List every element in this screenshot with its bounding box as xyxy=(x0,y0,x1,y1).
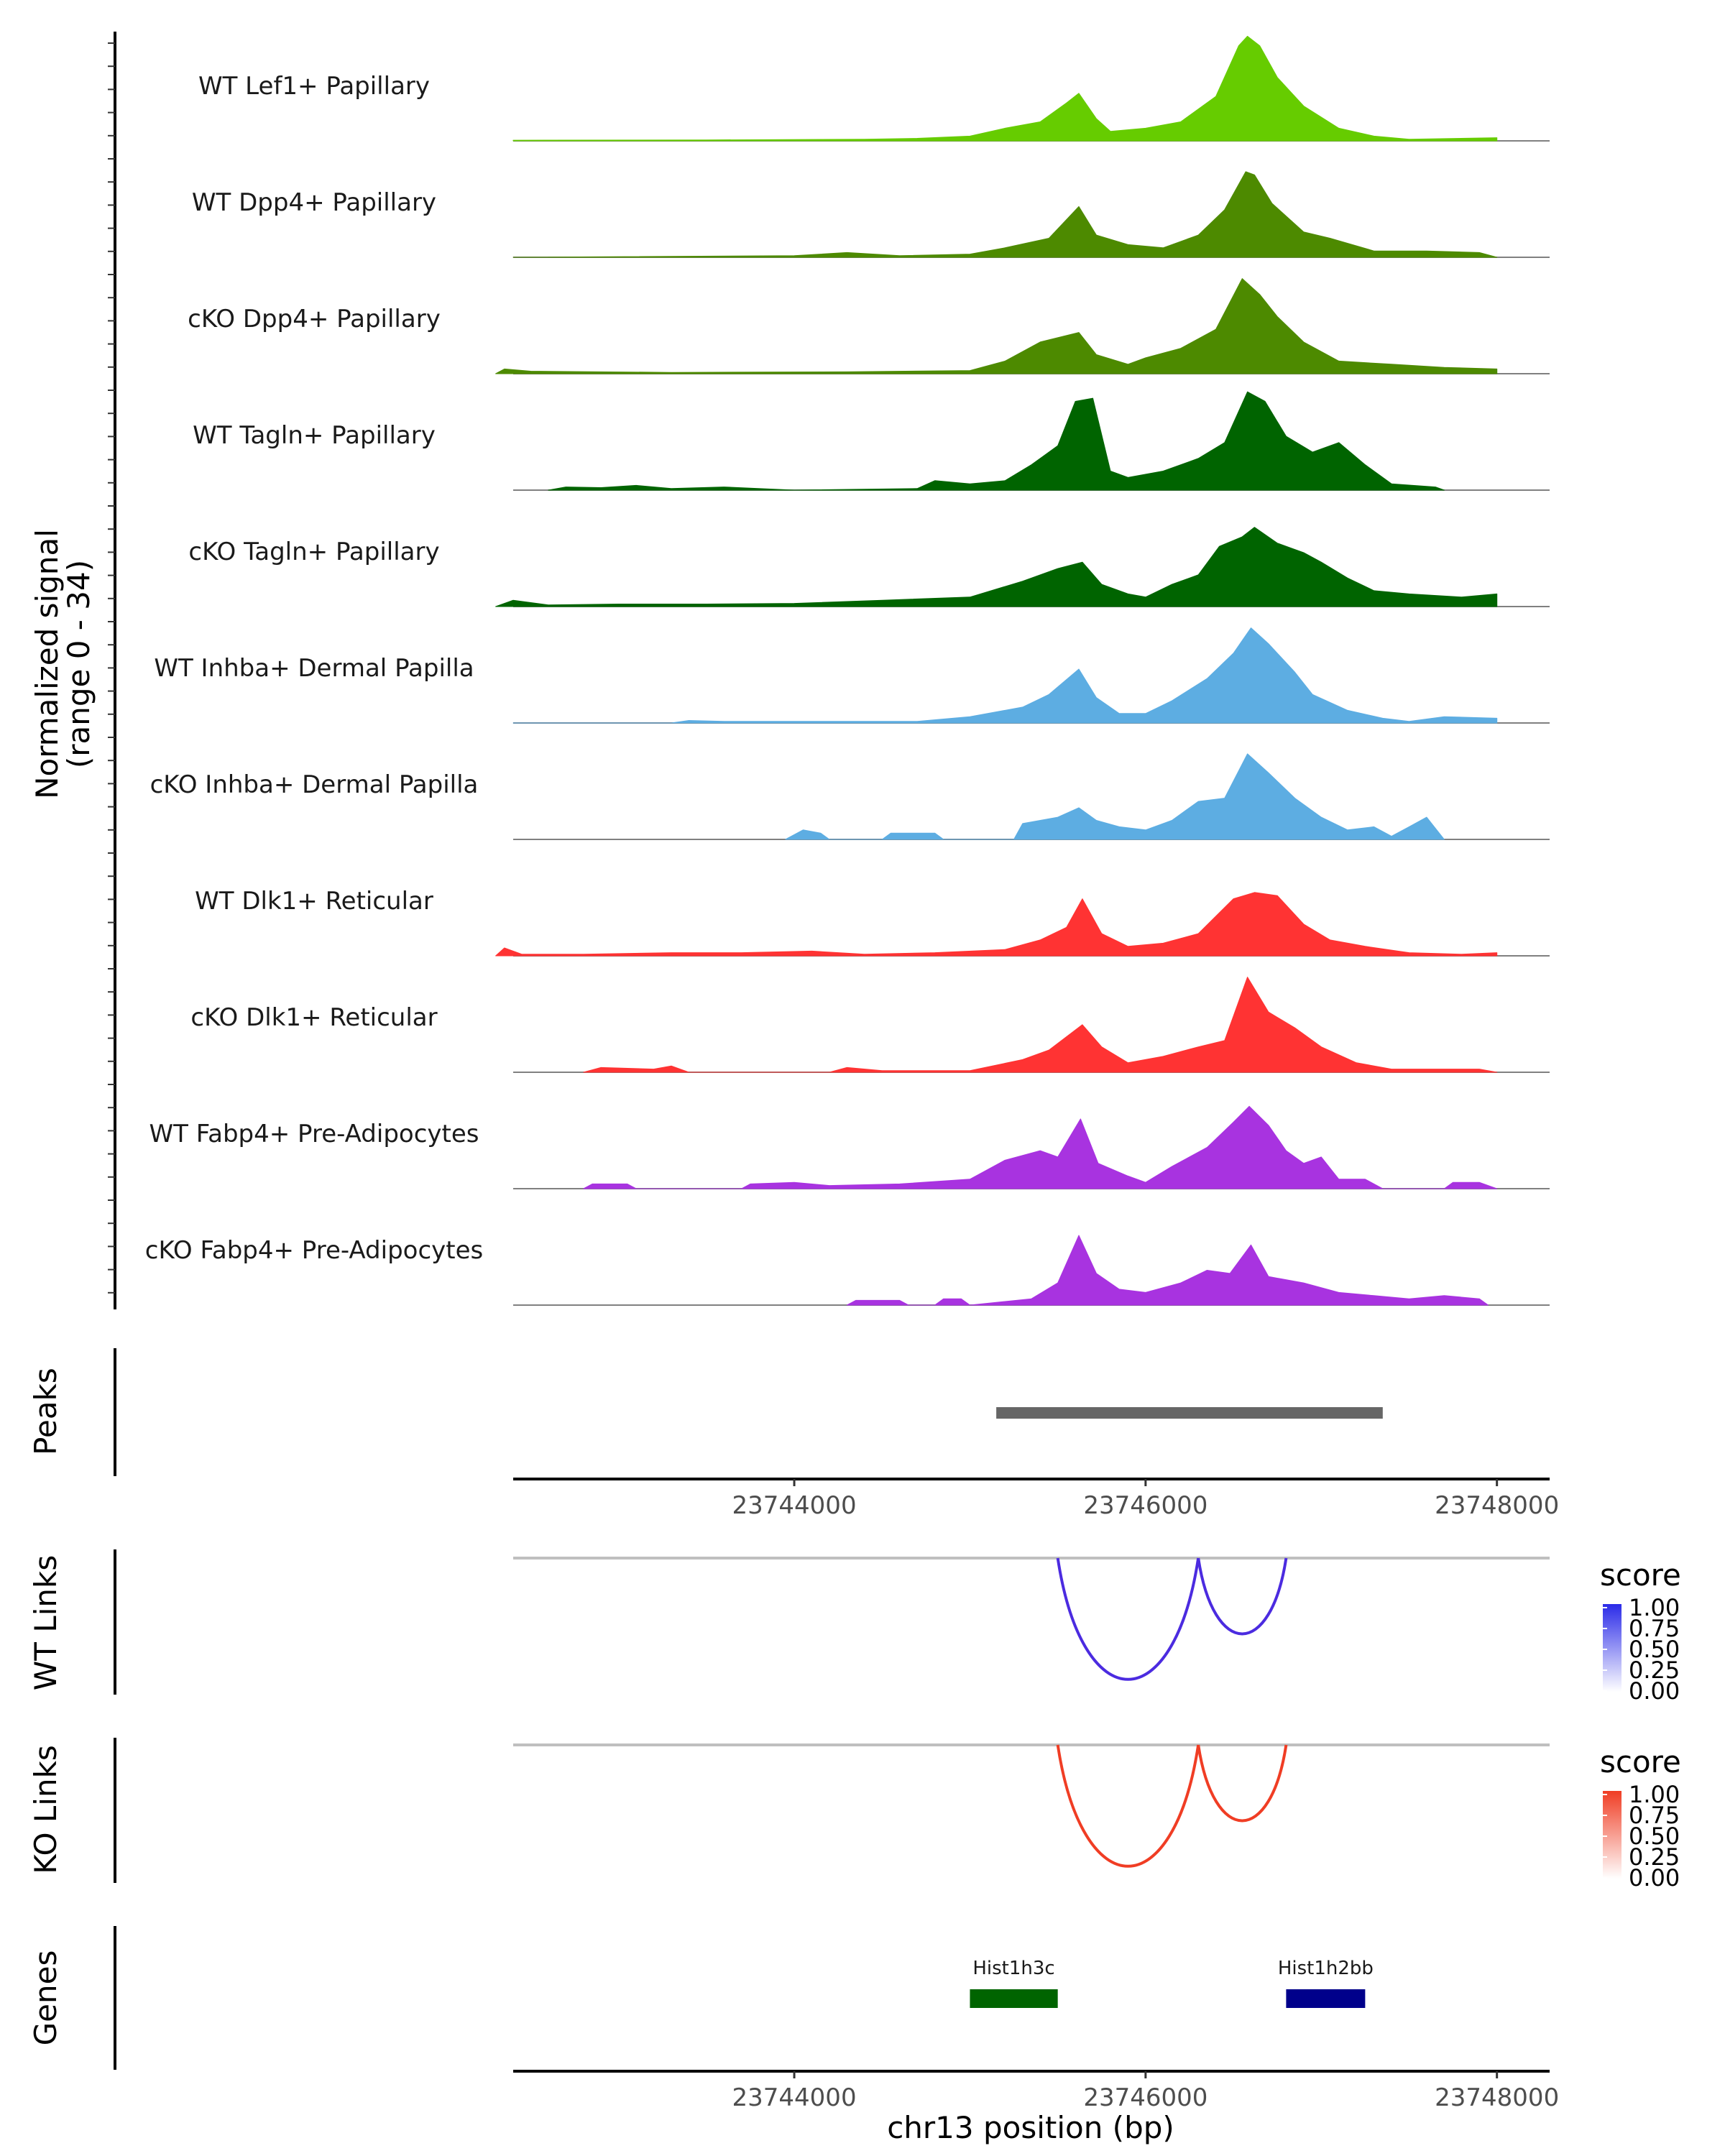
link-arc xyxy=(1056,1557,1200,1681)
coverage-area xyxy=(512,171,1498,258)
x-tick-label: 23746000 xyxy=(1083,2083,1208,2112)
peak-bar xyxy=(996,1407,1383,1419)
genes-label: Genes xyxy=(28,1950,63,2046)
track-label: cKO Inhba+ Dermal Papilla xyxy=(150,770,479,799)
gene: Hist1h2bb xyxy=(1278,1958,1374,2008)
track-label: WT Fabp4+ Pre-Adipocytes xyxy=(150,1120,479,1148)
legend-tick-label: 1.00 xyxy=(1629,1781,1680,1808)
coverage-y-ticks xyxy=(108,42,115,1294)
x-tick-label: 23744000 xyxy=(732,2083,857,2112)
track-9: cKO Dlk1+ Reticular xyxy=(190,977,1550,1073)
track-11: cKO Fabp4+ Pre-Adipocytes xyxy=(145,1235,1550,1306)
coverage-area xyxy=(495,527,1498,607)
legend-tick-label: 0.00 xyxy=(1629,1864,1680,1892)
x-axis-label: chr13 position (bp) xyxy=(887,2110,1174,2145)
coverage-area xyxy=(512,35,1498,142)
coverage-area xyxy=(495,278,1498,374)
ko-links-label: KO Links xyxy=(28,1745,63,1874)
legend-tick-label: 0.25 xyxy=(1629,1657,1680,1684)
peaks-label: Peaks xyxy=(28,1368,63,1455)
legend-wt-colorbar xyxy=(1603,1604,1622,1692)
genes-x-ticks: 23744000 23746000 23748000 xyxy=(732,2071,1559,2112)
legend-tick-label: 0.75 xyxy=(1629,1615,1680,1642)
track-8: WT Dlk1+ Reticular xyxy=(195,887,1550,957)
legend-tick-label: 0.00 xyxy=(1629,1677,1680,1705)
track-label: WT Dlk1+ Reticular xyxy=(195,887,433,916)
legend-tick-label: 1.00 xyxy=(1629,1594,1680,1621)
track-label: WT Inhba+ Dermal Papilla xyxy=(154,654,474,683)
genes-track: Hist1h3c Hist1h2bb xyxy=(970,1958,1374,2008)
wt-links-label: WT Links xyxy=(28,1555,63,1690)
legend-wt: score 1.000.750.500.250.00 xyxy=(1600,1557,1681,1705)
legend-tick-label: 0.25 xyxy=(1629,1843,1680,1871)
legend-wt-title: score xyxy=(1600,1557,1681,1593)
legend-tick-label: 0.75 xyxy=(1629,1802,1680,1829)
coverage-tracks: WT Lef1+ Papillary WT Dpp4+ Papillary cKO … xyxy=(145,35,1550,1306)
coverage-area xyxy=(846,1235,1489,1306)
coverage-area xyxy=(548,391,1445,491)
coverage-area xyxy=(583,977,1498,1073)
track-label: cKO Tagln+ Papillary xyxy=(188,538,439,566)
track-label: cKO Dpp4+ Papillary xyxy=(188,305,441,333)
gene-name: Hist1h3c xyxy=(972,1958,1054,1979)
coverage-ylabel-line1: Normalized signal xyxy=(29,529,65,799)
coverage-area xyxy=(512,627,1498,724)
peaks-track xyxy=(996,1407,1383,1419)
link-arc xyxy=(1197,1557,1288,1636)
legend-ko-title: score xyxy=(1600,1744,1681,1779)
gene-name: Hist1h2bb xyxy=(1278,1958,1374,1979)
coverage-y-axis xyxy=(108,32,116,1309)
link-arc xyxy=(1197,1744,1288,1823)
track-label: WT Lef1+ Papillary xyxy=(198,72,430,101)
legend-ko: score 1.000.750.500.250.00 xyxy=(1600,1744,1681,1892)
legend-ko-colorbar xyxy=(1603,1791,1622,1879)
coverage-area xyxy=(583,1105,1498,1189)
gene: Hist1h3c xyxy=(970,1958,1058,2008)
track-label: cKO Dlk1+ Reticular xyxy=(190,1003,437,1032)
track-3: cKO Dpp4+ Papillary xyxy=(188,278,1550,374)
track-1: WT Lef1+ Papillary xyxy=(198,35,1550,142)
track-7: cKO Inhba+ Dermal Papilla xyxy=(150,753,1550,840)
x-tick-label: 23744000 xyxy=(732,1491,857,1520)
legend-tick-label: 0.50 xyxy=(1629,1823,1680,1850)
legend-wt-ticks: 1.000.750.500.250.00 xyxy=(1603,1594,1680,1705)
track-10: WT Fabp4+ Pre-Adipocytes xyxy=(150,1105,1550,1189)
track-label: cKO Fabp4+ Pre-Adipocytes xyxy=(145,1236,484,1265)
gene-body xyxy=(1286,1989,1366,2008)
coverage-area xyxy=(785,753,1445,840)
track-2: WT Dpp4+ Papillary xyxy=(192,171,1550,258)
x-tick-label: 23746000 xyxy=(1083,1491,1208,1520)
coverage-area xyxy=(495,892,1498,957)
wt-links-arcs xyxy=(1056,1557,1288,1681)
track-6: WT Inhba+ Dermal Papilla xyxy=(154,627,1550,724)
peaks-x-ticks: 23744000 23746000 23748000 xyxy=(732,1479,1559,1520)
track-label: WT Dpp4+ Papillary xyxy=(192,188,436,217)
gene-body xyxy=(970,1989,1058,2008)
x-tick-label: 23748000 xyxy=(1435,2083,1559,2112)
track-label: WT Tagln+ Papillary xyxy=(193,421,436,450)
legend-tick-label: 0.50 xyxy=(1629,1636,1680,1663)
track-5: cKO Tagln+ Papillary xyxy=(188,527,1550,607)
track-4: WT Tagln+ Papillary xyxy=(193,391,1550,491)
legend-ko-ticks: 1.000.750.500.250.00 xyxy=(1603,1781,1680,1892)
ko-links-arcs xyxy=(1056,1744,1288,1868)
coverage-ylabel-line2: (range 0 - 34) xyxy=(61,560,96,768)
x-tick-label: 23748000 xyxy=(1435,1491,1559,1520)
link-arc xyxy=(1056,1744,1200,1868)
